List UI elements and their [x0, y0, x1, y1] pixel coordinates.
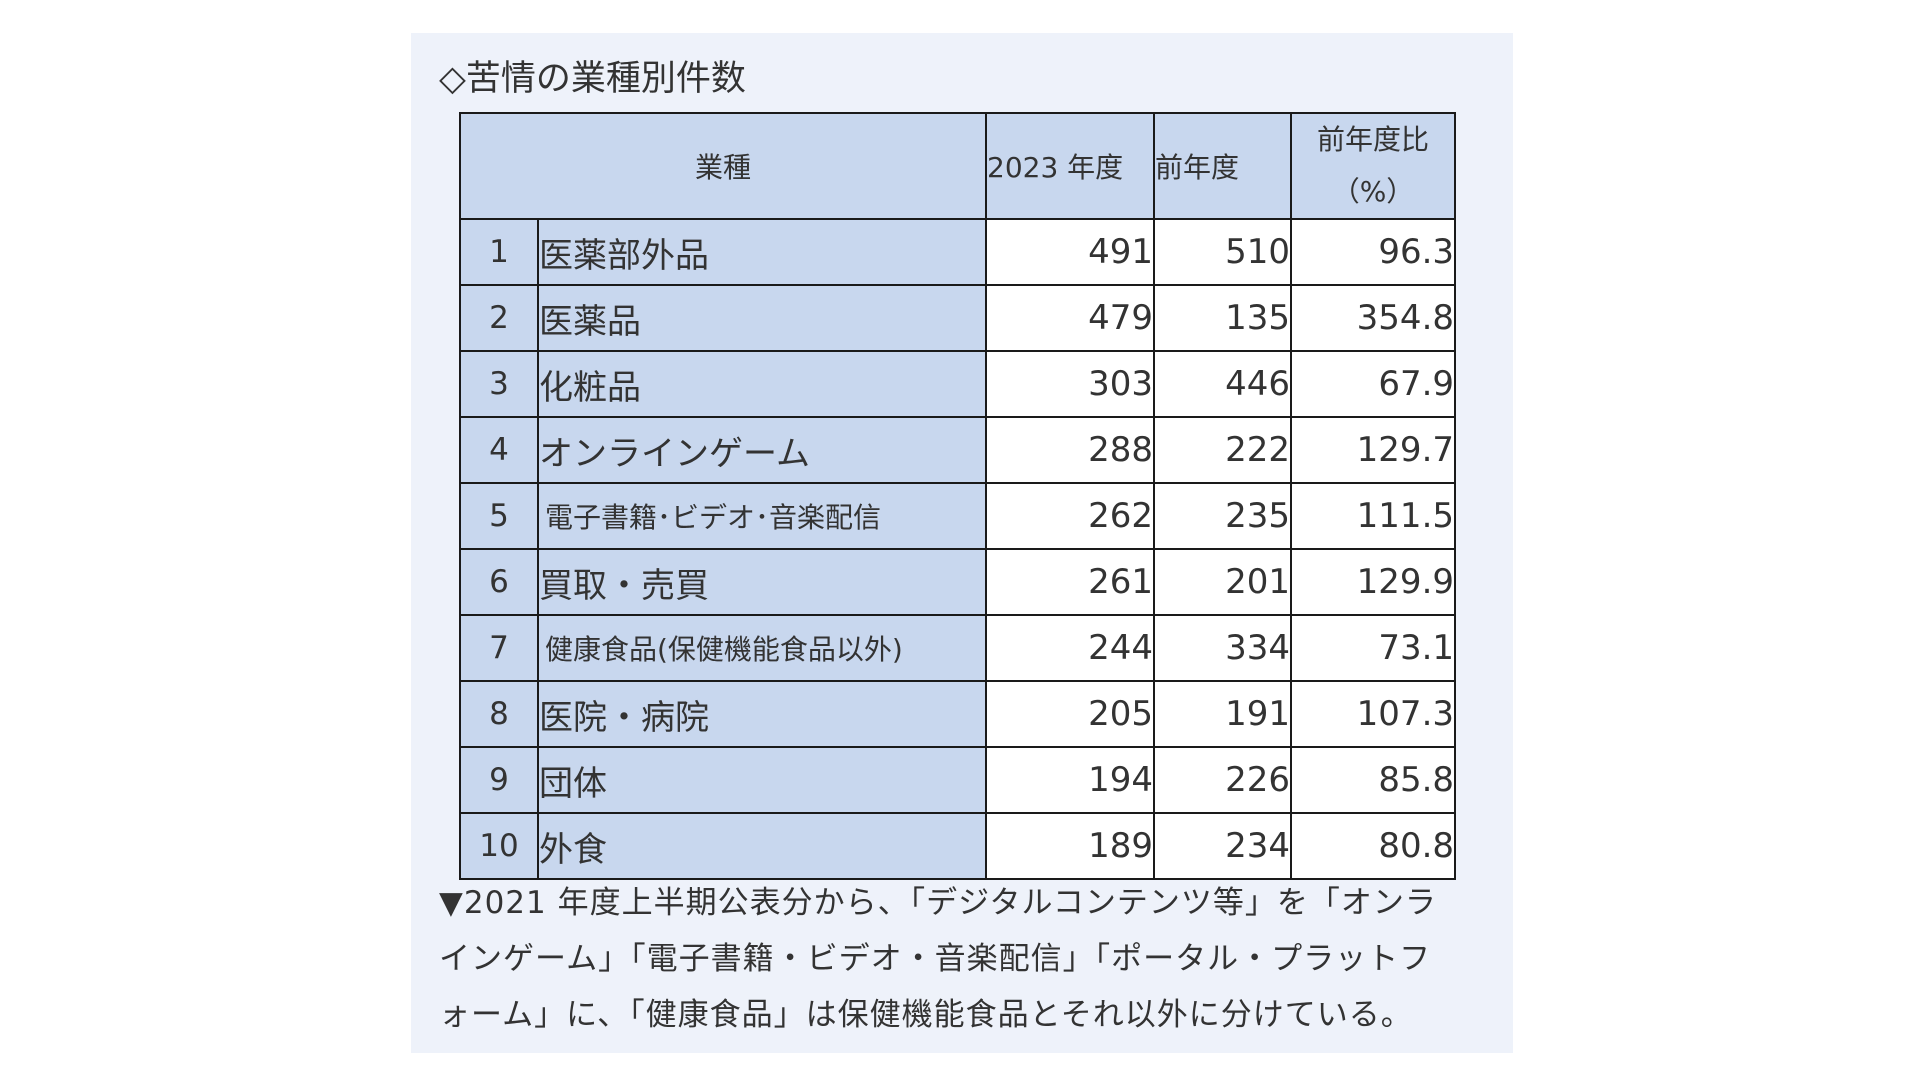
table-header-row: 業種 2023 年度 前年度 前年度比 （%） — [458, 112, 1457, 220]
row-2023: 189 — [985, 812, 1156, 880]
row-industry: 電子書籍･ビデオ･音楽配信 — [536, 482, 988, 550]
row-ratio: 354.8 — [1290, 284, 1457, 352]
header-prev-year: 前年度 — [1153, 112, 1293, 220]
footnote: ▼2021 年度上半期公表分から、「デジタルコンテンツ等」を「オンラ インゲーム… — [439, 875, 1499, 1043]
row-rank: 5 — [459, 482, 539, 550]
row-rank: 6 — [459, 548, 539, 616]
footnote-line: インゲーム」「電子書籍・ビデオ・音楽配信」「ポータル・プラットフ — [439, 941, 1432, 977]
table-row: 5 電子書籍･ビデオ･音楽配信 262 235 111.5 — [459, 482, 1457, 550]
table-row: 1 医薬部外品 491 510 96.3 — [459, 218, 1457, 286]
row-industry: 外食 — [536, 812, 988, 880]
row-industry: 健康食品(保健機能食品以外) — [536, 614, 988, 682]
row-2023: 491 — [985, 218, 1156, 286]
row-industry: オンラインゲーム — [536, 416, 988, 484]
row-rank: 1 — [459, 218, 539, 286]
complaints-table: 業種 2023 年度 前年度 前年度比 （%） 1 医薬部外品 491 510 … — [458, 112, 1457, 880]
header-ratio-line2: （%） — [1331, 175, 1415, 208]
row-prev: 135 — [1153, 284, 1293, 352]
row-prev: 226 — [1153, 746, 1293, 814]
content-panel: ◇苦情の業種別件数 業種 2023 年度 前年度 前年度比 （%） 1 医 — [411, 33, 1513, 1053]
row-rank: 7 — [459, 614, 539, 682]
table-row: 4 オンラインゲーム 288 222 129.7 — [459, 416, 1457, 484]
row-ratio: 67.9 — [1290, 350, 1457, 418]
row-prev: 446 — [1153, 350, 1293, 418]
row-rank: 2 — [459, 284, 539, 352]
row-ratio: 107.3 — [1290, 680, 1457, 748]
row-industry: 医院・病院 — [536, 680, 988, 748]
row-2023: 261 — [985, 548, 1156, 616]
row-ratio: 111.5 — [1290, 482, 1457, 550]
row-prev: 234 — [1153, 812, 1293, 880]
row-industry: 団体 — [536, 746, 988, 814]
row-prev: 235 — [1153, 482, 1293, 550]
row-prev: 510 — [1153, 218, 1293, 286]
row-ratio: 85.8 — [1290, 746, 1457, 814]
row-rank: 4 — [459, 416, 539, 484]
row-rank: 3 — [459, 350, 539, 418]
row-rank: 10 — [459, 812, 539, 880]
row-ratio: 73.1 — [1290, 614, 1457, 682]
table-title: ◇苦情の業種別件数 — [439, 59, 746, 99]
row-prev: 334 — [1153, 614, 1293, 682]
table-row: 8 医院・病院 205 191 107.3 — [459, 680, 1457, 748]
row-ratio: 80.8 — [1290, 812, 1457, 880]
row-2023: 262 — [985, 482, 1156, 550]
footnote-line: ▼2021 年度上半期公表分から、「デジタルコンテンツ等」を「オンラ — [439, 885, 1437, 921]
header-2023: 2023 年度 — [985, 112, 1156, 220]
row-2023: 303 — [985, 350, 1156, 418]
row-industry: 買取・売買 — [536, 548, 988, 616]
row-prev: 222 — [1153, 416, 1293, 484]
row-rank: 8 — [459, 680, 539, 748]
header-ratio: 前年度比 （%） — [1290, 112, 1457, 220]
table-row: 3 化粧品 303 446 67.9 — [459, 350, 1457, 418]
table-row: 7 健康食品(保健機能食品以外) 244 334 73.1 — [459, 614, 1457, 682]
row-prev: 201 — [1153, 548, 1293, 616]
row-industry: 化粧品 — [536, 350, 988, 418]
footnote-line: ォーム」に、「健康食品」は保健機能食品とそれ以外に分けている。 — [439, 997, 1413, 1033]
row-rank: 9 — [459, 746, 539, 814]
row-industry: 医薬部外品 — [536, 218, 988, 286]
header-industry: 業種 — [458, 112, 988, 220]
row-2023: 288 — [985, 416, 1156, 484]
table-row: 2 医薬品 479 135 354.8 — [459, 284, 1457, 352]
table-row: 9 団体 194 226 85.8 — [459, 746, 1457, 814]
row-2023: 205 — [985, 680, 1156, 748]
header-ratio-line1: 前年度比 — [1317, 123, 1430, 156]
row-2023: 479 — [985, 284, 1156, 352]
row-ratio: 129.9 — [1290, 548, 1457, 616]
table-row: 10 外食 189 234 80.8 — [459, 812, 1457, 880]
table-row: 6 買取・売買 261 201 129.9 — [459, 548, 1457, 616]
row-ratio: 96.3 — [1290, 218, 1457, 286]
row-industry: 医薬品 — [536, 284, 988, 352]
row-ratio: 129.7 — [1290, 416, 1457, 484]
row-prev: 191 — [1153, 680, 1293, 748]
row-2023: 194 — [985, 746, 1156, 814]
row-2023: 244 — [985, 614, 1156, 682]
